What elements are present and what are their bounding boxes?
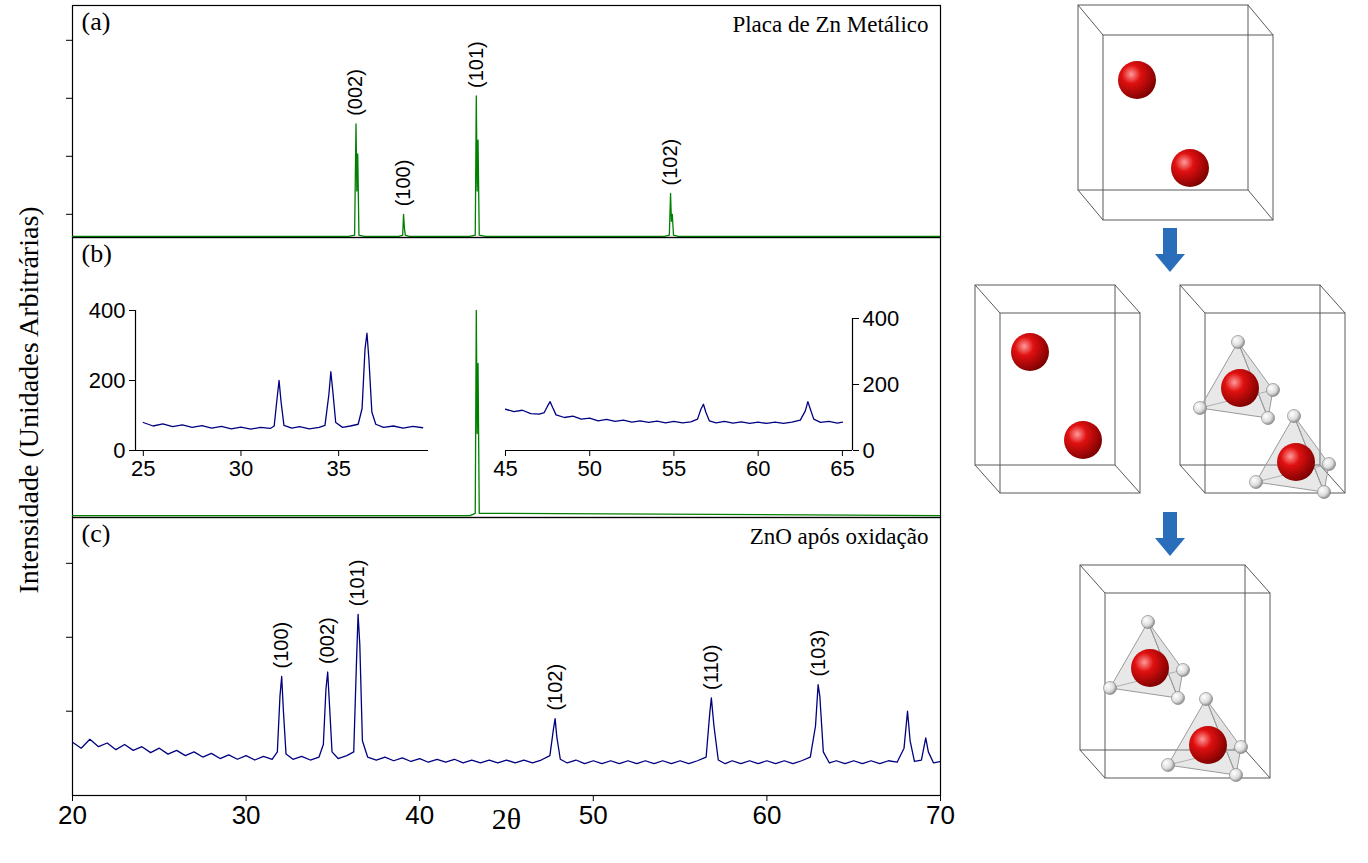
svg-text:(b): (b) [82, 239, 112, 268]
svg-text:25: 25 [131, 456, 155, 481]
svg-text:20: 20 [58, 800, 87, 830]
svg-text:30: 30 [232, 800, 261, 830]
svg-text:(a): (a) [82, 7, 111, 36]
svg-text:40: 40 [405, 800, 434, 830]
svg-text:65: 65 [830, 456, 854, 481]
svg-text:(102): (102) [544, 664, 566, 711]
svg-text:Intensidade (Unidades Arbitrár: Intensidade (Unidades Arbitrárias) [13, 206, 44, 593]
svg-text:(002): (002) [344, 69, 366, 116]
svg-text:0: 0 [113, 438, 125, 463]
svg-text:70: 70 [926, 800, 955, 830]
svg-text:0: 0 [863, 438, 875, 463]
svg-text:ZnO após oxidação: ZnO após oxidação [750, 524, 929, 549]
svg-text:50: 50 [579, 800, 608, 830]
svg-text:(110): (110) [700, 645, 722, 690]
svg-text:400: 400 [89, 298, 126, 323]
svg-text:400: 400 [863, 306, 900, 331]
svg-text:Placa de Zn Metálico: Placa de Zn Metálico [732, 12, 928, 37]
svg-text:35: 35 [326, 456, 350, 481]
svg-text:(101): (101) [346, 560, 368, 607]
svg-text:200: 200 [863, 372, 900, 397]
svg-text:(c): (c) [82, 519, 111, 548]
svg-text:45: 45 [493, 456, 517, 481]
svg-text:(103): (103) [807, 630, 829, 677]
svg-text:2θ: 2θ [492, 802, 521, 835]
svg-text:50: 50 [577, 456, 601, 481]
svg-text:30: 30 [229, 456, 253, 481]
svg-text:(101): (101) [465, 41, 487, 88]
svg-text:(100): (100) [392, 160, 414, 207]
svg-text:60: 60 [746, 456, 770, 481]
svg-text:55: 55 [662, 456, 686, 481]
svg-text:(100): (100) [270, 622, 292, 669]
svg-text:60: 60 [752, 800, 781, 830]
svg-text:(002): (002) [316, 617, 338, 664]
svg-text:(102): (102) [659, 139, 681, 186]
svg-text:200: 200 [89, 368, 126, 393]
